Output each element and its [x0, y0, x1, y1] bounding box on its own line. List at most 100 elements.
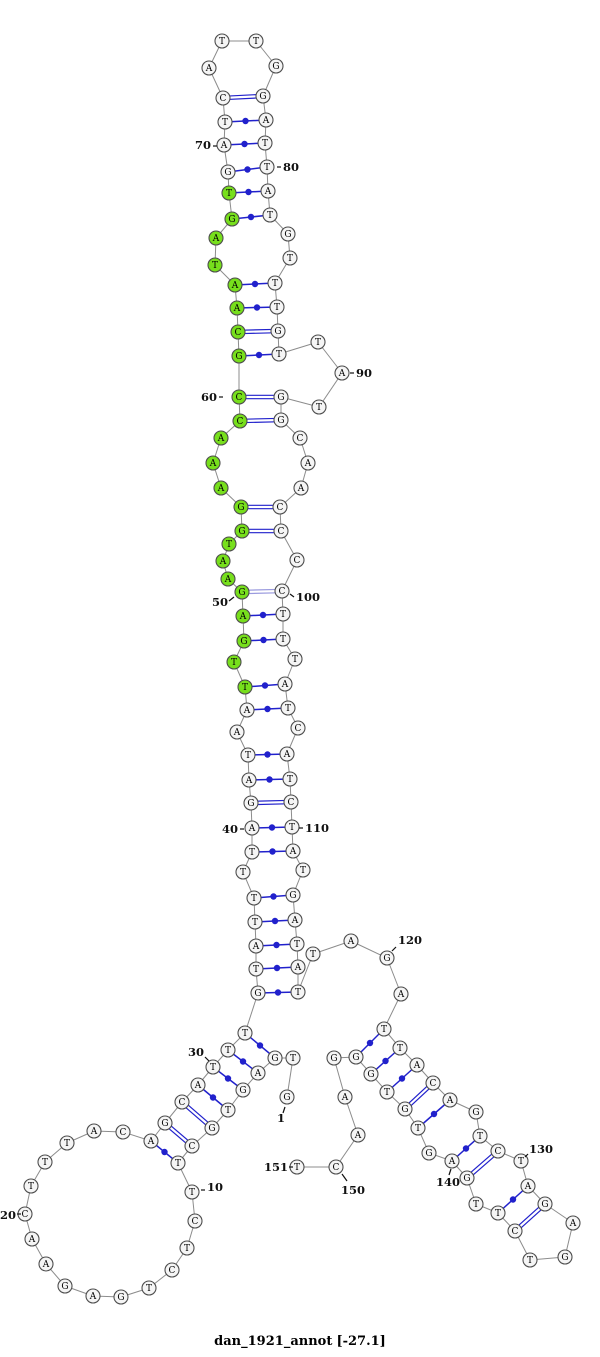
- pair-dot: [366, 1039, 374, 1047]
- nucleotide: A: [444, 1153, 460, 1169]
- nucleotide-letter: T: [28, 1182, 34, 1192]
- nucleotide: T: [392, 1040, 408, 1056]
- nucleotide: G: [267, 1050, 283, 1066]
- nucleotide-letter: G: [561, 1253, 568, 1263]
- nucleotide-circle: [409, 1057, 425, 1073]
- nucleotide-circle: [220, 164, 236, 180]
- nucleotide: G: [250, 985, 266, 1001]
- nucleotide: C: [328, 1159, 344, 1175]
- nucleotide: G: [421, 1145, 437, 1161]
- nucleotide-letter: T: [175, 1159, 181, 1169]
- nucleotide-letter: T: [381, 1025, 387, 1035]
- nucleotide-circle: [214, 33, 230, 49]
- nucleotide-circle: [37, 1154, 53, 1170]
- nucleotide-circle: [410, 1120, 426, 1136]
- nucleotide-letter: G: [271, 1054, 278, 1064]
- nucleotide-circle: [280, 700, 296, 716]
- nucleotide-letter: T: [276, 350, 282, 360]
- nucleotide-letter: A: [233, 304, 241, 314]
- nucleotide-circle: [143, 1133, 159, 1149]
- nucleotide-circle: [274, 583, 290, 599]
- nucleotide-circle: [208, 230, 224, 246]
- nucleotide-letter: G: [208, 1124, 215, 1134]
- nucleotide-circle: [273, 412, 289, 428]
- nucleotide-circle: [224, 211, 240, 227]
- nucleotide-letter: C: [120, 1128, 127, 1138]
- pair-dot: [247, 213, 255, 221]
- nucleotide-circle: [295, 862, 311, 878]
- nucleotide: C: [187, 1213, 203, 1229]
- nucleotide: T: [217, 114, 233, 130]
- nucleotide: G: [268, 58, 284, 74]
- pair-dot: [251, 280, 259, 288]
- position-label: 40: [222, 822, 238, 836]
- nucleotide-letter: T: [210, 1063, 216, 1073]
- nucleotide-letter: A: [289, 847, 297, 857]
- nucleotide: T: [376, 1021, 392, 1037]
- nucleotide-letter: C: [189, 1142, 196, 1152]
- nucleotide: C: [283, 794, 299, 810]
- nucleotide-circle: [459, 1170, 475, 1186]
- nucleotide: A: [293, 480, 309, 496]
- nucleotide-circle: [468, 1104, 484, 1120]
- nucleotide-letter: T: [242, 1029, 248, 1039]
- nucleotide-circle: [272, 499, 288, 515]
- nucleotide: A: [287, 912, 303, 928]
- nucleotide-letter: A: [569, 1219, 577, 1229]
- nucleotide: G: [537, 1196, 553, 1212]
- nucleotide-letter: C: [22, 1210, 29, 1220]
- nucleotide-letter: A: [264, 187, 272, 197]
- nucleotide-letter: T: [264, 163, 270, 173]
- nucleotide-circle: [285, 843, 301, 859]
- nucleotide: A: [216, 137, 232, 153]
- nucleotide-letter: G: [61, 1282, 68, 1292]
- pair-dot: [161, 1148, 168, 1156]
- nucleotide: G: [113, 1289, 129, 1305]
- nucleotide-letter: C: [278, 527, 285, 537]
- nucleotide: T: [237, 1025, 253, 1041]
- position-label: 70: [195, 138, 211, 152]
- nucleotide: T: [221, 185, 237, 201]
- nucleotide-circle: [231, 348, 247, 364]
- nucleotide-letter: T: [267, 211, 273, 221]
- nucleotide: C: [274, 583, 290, 599]
- nucleotide-letter: G: [238, 527, 245, 537]
- nucleotide-circle: [234, 523, 250, 539]
- nucleotide-letter: T: [285, 704, 291, 714]
- nucleotide: T: [244, 844, 260, 860]
- nucleotide-letter: A: [205, 64, 213, 74]
- nucleotide: A: [343, 933, 359, 949]
- nucleotide-letter: G: [235, 352, 242, 362]
- nucleotide: T: [290, 984, 306, 1000]
- nucleotide: A: [260, 183, 276, 199]
- nucleotide-circle: [231, 389, 247, 405]
- nucleotide-letter: T: [42, 1158, 48, 1168]
- nucleotide-circle: [343, 933, 359, 949]
- nucleotide: T: [282, 250, 298, 266]
- nucleotide-letter: G: [117, 1293, 124, 1303]
- nucleotide-letter: T: [184, 1244, 190, 1254]
- nucleotide-letter: T: [146, 1284, 152, 1294]
- nucleotide: G: [279, 1089, 295, 1105]
- nucleotide-circle: [157, 1115, 173, 1131]
- nucleotide-letter: G: [239, 1086, 246, 1096]
- nucleotide: T: [235, 864, 251, 880]
- nucleotide: A: [190, 1077, 206, 1093]
- structure-title: dan_1921_annot [-27.1]: [0, 1334, 600, 1349]
- nucleotide-circle: [244, 820, 260, 836]
- nucleotide-letter: A: [413, 1061, 421, 1071]
- structure-name: dan_1921_annot: [214, 1334, 333, 1349]
- pair-dot: [242, 117, 249, 125]
- nucleotide: A: [285, 843, 301, 859]
- nucleotide-letter: C: [220, 94, 227, 104]
- nucleotide-circle: [490, 1143, 506, 1159]
- nucleotide-letter: C: [179, 1098, 186, 1108]
- position-label: 60: [201, 390, 217, 404]
- nucleotide: A: [258, 112, 274, 128]
- nucleotide: G: [397, 1101, 413, 1117]
- nucleotide-letter: A: [194, 1081, 202, 1091]
- nucleotide-circle: [326, 1050, 342, 1066]
- nucleotide: G: [280, 226, 296, 242]
- nucleotide-circle: [277, 676, 293, 692]
- label-tick: [448, 1168, 452, 1176]
